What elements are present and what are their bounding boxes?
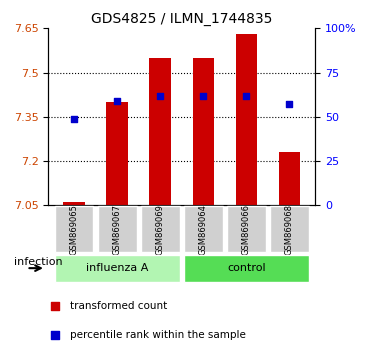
Bar bbox=[193, 58, 214, 205]
Point bbox=[71, 116, 77, 121]
FancyBboxPatch shape bbox=[227, 206, 266, 252]
Bar bbox=[236, 34, 257, 205]
Bar bbox=[279, 152, 300, 205]
Point bbox=[200, 93, 206, 98]
FancyBboxPatch shape bbox=[141, 206, 180, 252]
Text: GSM869066: GSM869066 bbox=[242, 204, 251, 255]
Text: GSM869067: GSM869067 bbox=[113, 204, 122, 255]
Point bbox=[243, 93, 249, 98]
Point bbox=[157, 93, 163, 98]
Text: GSM869068: GSM869068 bbox=[285, 204, 294, 255]
Text: control: control bbox=[227, 263, 266, 273]
FancyBboxPatch shape bbox=[270, 206, 309, 252]
Text: influenza A: influenza A bbox=[86, 263, 148, 273]
Point bbox=[114, 98, 120, 104]
FancyBboxPatch shape bbox=[184, 206, 223, 252]
Title: GDS4825 / ILMN_1744835: GDS4825 / ILMN_1744835 bbox=[91, 12, 272, 26]
Point bbox=[286, 102, 292, 107]
Text: infection: infection bbox=[14, 257, 63, 267]
Bar bbox=[106, 102, 128, 205]
Text: transformed count: transformed count bbox=[70, 301, 168, 311]
Bar bbox=[63, 202, 85, 205]
FancyBboxPatch shape bbox=[98, 206, 137, 252]
Bar bbox=[150, 58, 171, 205]
Text: GSM869069: GSM869069 bbox=[156, 204, 165, 255]
Point bbox=[260, 145, 266, 151]
FancyBboxPatch shape bbox=[55, 206, 93, 252]
Text: GSM869064: GSM869064 bbox=[199, 204, 208, 255]
FancyBboxPatch shape bbox=[55, 255, 180, 282]
Text: GSM869065: GSM869065 bbox=[70, 204, 79, 255]
Text: percentile rank within the sample: percentile rank within the sample bbox=[70, 330, 246, 340]
FancyBboxPatch shape bbox=[184, 255, 309, 282]
